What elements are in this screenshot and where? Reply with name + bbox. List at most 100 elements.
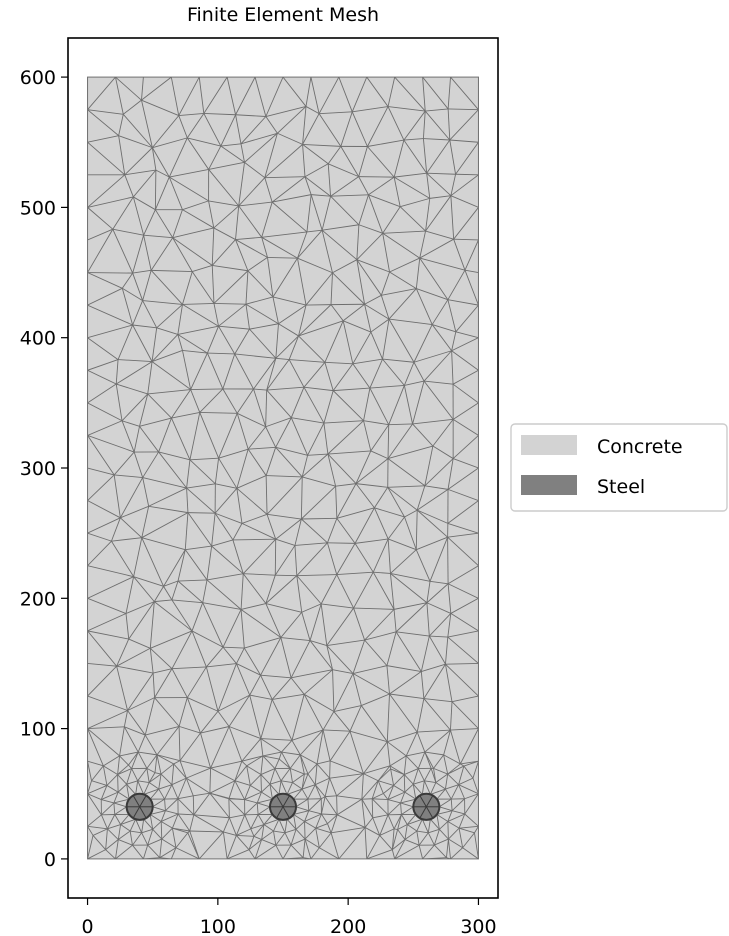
mesh-edge (120, 517, 143, 539)
mesh-edge (171, 813, 179, 829)
mesh-edge (400, 802, 414, 808)
mesh-edge (107, 824, 121, 830)
mesh-edge (141, 537, 186, 551)
mesh-edge (182, 350, 192, 390)
mesh-edge (358, 224, 383, 234)
mesh-edge (304, 176, 312, 195)
mesh-edge (447, 522, 479, 534)
mesh-edge (397, 829, 406, 840)
mesh-edge (428, 613, 452, 637)
mesh-edge (393, 602, 427, 610)
section-outline (87, 76, 479, 860)
mesh-edge (234, 353, 276, 359)
mesh-edge (246, 765, 262, 775)
mesh-edge (322, 729, 331, 761)
mesh-edge (303, 386, 325, 424)
mesh-edge (332, 390, 364, 422)
mesh-edge (236, 834, 254, 837)
mesh-edge (209, 768, 212, 794)
mesh-edge (320, 574, 338, 605)
mesh-edge (356, 259, 390, 273)
legend-label-concrete: Concrete (597, 436, 683, 458)
mesh-edge (260, 738, 282, 753)
mesh-edge (349, 705, 362, 732)
mesh-edge (269, 780, 282, 785)
mesh-edge (172, 237, 193, 272)
mesh-edge (372, 538, 389, 573)
mesh-edge (243, 573, 276, 576)
mesh-edge (261, 231, 307, 238)
mesh-edge (172, 827, 188, 834)
mesh-edge (226, 77, 237, 115)
mesh-edge (257, 814, 265, 825)
mesh-edge (198, 77, 205, 114)
mesh-edge (303, 694, 324, 731)
mesh-edge (141, 512, 189, 539)
mesh-edge (206, 579, 242, 610)
mesh-edge (139, 393, 149, 427)
mesh-edge (238, 162, 245, 206)
mesh-edge (111, 540, 134, 577)
mesh-edge (147, 393, 172, 419)
mesh-edge (332, 363, 354, 391)
mesh-edge (160, 821, 173, 829)
mesh-edge (447, 299, 457, 332)
mesh-edge (222, 388, 238, 414)
mesh-edge (151, 361, 191, 390)
mesh-edge (464, 239, 479, 271)
mesh-edge (309, 603, 322, 641)
mesh-edge (379, 828, 395, 836)
mesh-edge (170, 847, 177, 859)
mesh-edge (387, 424, 390, 459)
mesh-edge (244, 132, 278, 163)
mesh-edge (358, 194, 369, 225)
mesh-edge (275, 357, 290, 360)
mesh-edge (371, 780, 379, 799)
mesh-edge (115, 77, 124, 115)
mesh-edge (145, 725, 180, 736)
mesh-edge (113, 791, 119, 804)
mesh-edge (388, 538, 417, 551)
mesh-edge (295, 798, 309, 808)
mesh-edge (208, 200, 239, 207)
mesh-edge (459, 728, 479, 765)
mesh-edge (352, 673, 390, 695)
mesh-edge (327, 146, 342, 165)
mesh-edge (296, 575, 303, 613)
mesh-edge (150, 270, 183, 305)
mesh-edge (171, 417, 191, 460)
mesh-edge (103, 765, 118, 775)
mesh-edge (301, 518, 328, 544)
mesh-edge (368, 194, 384, 234)
mesh-edge (364, 294, 382, 305)
mesh-edge (234, 780, 251, 786)
mesh-edge (115, 359, 119, 385)
mesh-edge (149, 788, 160, 800)
mesh-edge (403, 110, 426, 141)
mesh-edge (397, 814, 402, 830)
mesh-edge (182, 304, 219, 327)
mesh-edge (439, 798, 452, 808)
mesh-edge (432, 324, 456, 333)
mesh-edge (217, 710, 230, 727)
mesh-edge (87, 337, 119, 360)
mesh-edge (463, 765, 474, 779)
mesh-edge (329, 730, 351, 762)
mesh-edge (363, 741, 388, 774)
mesh-edge (447, 536, 479, 567)
mesh-edge (151, 147, 157, 171)
mesh-edge (405, 731, 418, 757)
mesh-edge (137, 780, 145, 795)
mesh-edge (338, 827, 366, 859)
mesh-edge (393, 774, 405, 786)
mesh-edge (125, 601, 155, 614)
mesh-edge (360, 705, 388, 742)
mesh-edge (146, 754, 158, 769)
mesh-edge (213, 205, 239, 229)
mesh-edge (177, 777, 187, 799)
x-tick-label: 300 (460, 916, 496, 936)
mesh-edge (141, 99, 179, 117)
mesh-edge (288, 335, 299, 360)
mesh-edge (163, 586, 173, 601)
mesh-edge (403, 774, 406, 793)
